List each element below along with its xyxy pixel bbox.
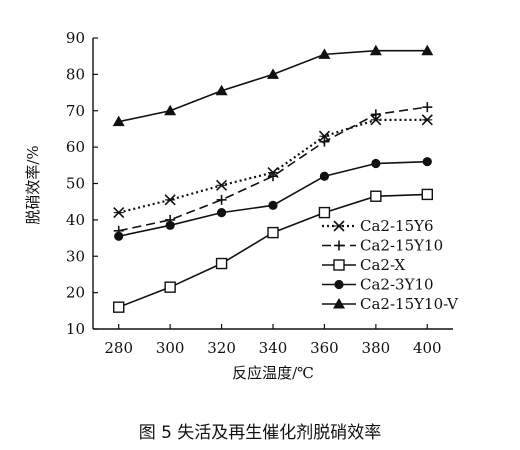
y-tick-label: 70 <box>66 102 85 120</box>
y-tick-label: 40 <box>66 211 85 229</box>
legend-marker <box>333 298 345 309</box>
x-tick-label: 280 <box>104 339 133 357</box>
data-point <box>268 200 278 210</box>
data-point <box>215 84 228 96</box>
y-axis-label: 脱硝效率/% <box>24 145 42 224</box>
data-point <box>422 102 433 113</box>
data-point <box>421 44 434 56</box>
series-ca2-15y10 <box>113 102 433 236</box>
legend-label: Ca2-15Y10 <box>360 237 443 255</box>
y-tick-label: 90 <box>66 29 85 47</box>
y-tick-label: 10 <box>66 320 85 338</box>
legend-marker <box>333 259 345 271</box>
data-point <box>216 194 227 205</box>
series-line <box>118 49 428 123</box>
legend-item: Ca2-15Y10 <box>322 237 443 255</box>
legend-marker <box>334 279 344 290</box>
data-point <box>112 115 125 127</box>
x-tick-label: 300 <box>156 339 185 357</box>
x-axis-label: 反应温度/℃ <box>232 364 314 382</box>
data-point <box>216 179 228 191</box>
x-tick-label: 400 <box>413 339 442 357</box>
legend-marker <box>334 240 344 251</box>
data-point <box>370 190 382 202</box>
data-point <box>318 206 331 219</box>
data-point <box>370 109 381 120</box>
series-group <box>112 44 434 313</box>
data-point <box>369 44 382 56</box>
y-tick-label: 60 <box>66 138 85 156</box>
legend-label: Ca2-15Y6 <box>360 217 434 235</box>
data-point <box>216 208 227 218</box>
data-point <box>164 281 176 293</box>
data-point <box>421 114 433 126</box>
legend-item: Ca2-X <box>322 256 405 274</box>
x-ticks: 280 300 320 340 360 380 400 <box>104 324 442 357</box>
legend-marker <box>333 220 345 232</box>
data-point <box>164 104 177 116</box>
x-tick-label: 380 <box>362 339 391 357</box>
y-tick-label: 20 <box>66 284 85 302</box>
data-point <box>114 231 124 241</box>
data-point <box>164 194 176 206</box>
legend-label: Ca2-3Y10 <box>360 276 434 294</box>
y-tick-label: 50 <box>66 175 85 193</box>
y-tick-label: 30 <box>66 247 85 265</box>
series-ca2-15y10-v <box>112 44 434 127</box>
legend-label: Ca2-15Y10-V <box>360 295 459 313</box>
data-point <box>421 188 433 201</box>
data-point <box>371 158 381 169</box>
x-tick-label: 360 <box>310 339 339 357</box>
legend-label: Ca2-X <box>360 256 405 274</box>
legend-item: Ca2-3Y10 <box>322 276 434 294</box>
x-tick-label: 340 <box>259 339 288 357</box>
x-tick-label: 320 <box>207 339 236 357</box>
data-point <box>319 136 330 147</box>
series-line <box>118 106 428 232</box>
data-point <box>318 48 331 59</box>
y-ticks: 10 20 30 40 50 60 70 80 90 <box>66 29 98 338</box>
data-point <box>113 207 125 219</box>
data-point <box>165 220 175 230</box>
figure-caption: 图 5 失活及再生催化剂脱硝效率 <box>138 423 382 443</box>
data-point <box>215 257 228 270</box>
data-point <box>113 301 125 313</box>
series-ca2-3y10 <box>114 157 432 241</box>
data-point <box>267 226 279 239</box>
data-point <box>319 171 330 181</box>
series-ca2-x <box>113 188 433 313</box>
y-tick-label: 80 <box>66 65 85 83</box>
data-point <box>422 157 432 167</box>
legend-item: Ca2-15Y6 <box>322 217 434 235</box>
data-point <box>267 68 279 79</box>
legend-item: Ca2-15Y10-V <box>322 295 459 313</box>
data-point <box>268 171 278 182</box>
